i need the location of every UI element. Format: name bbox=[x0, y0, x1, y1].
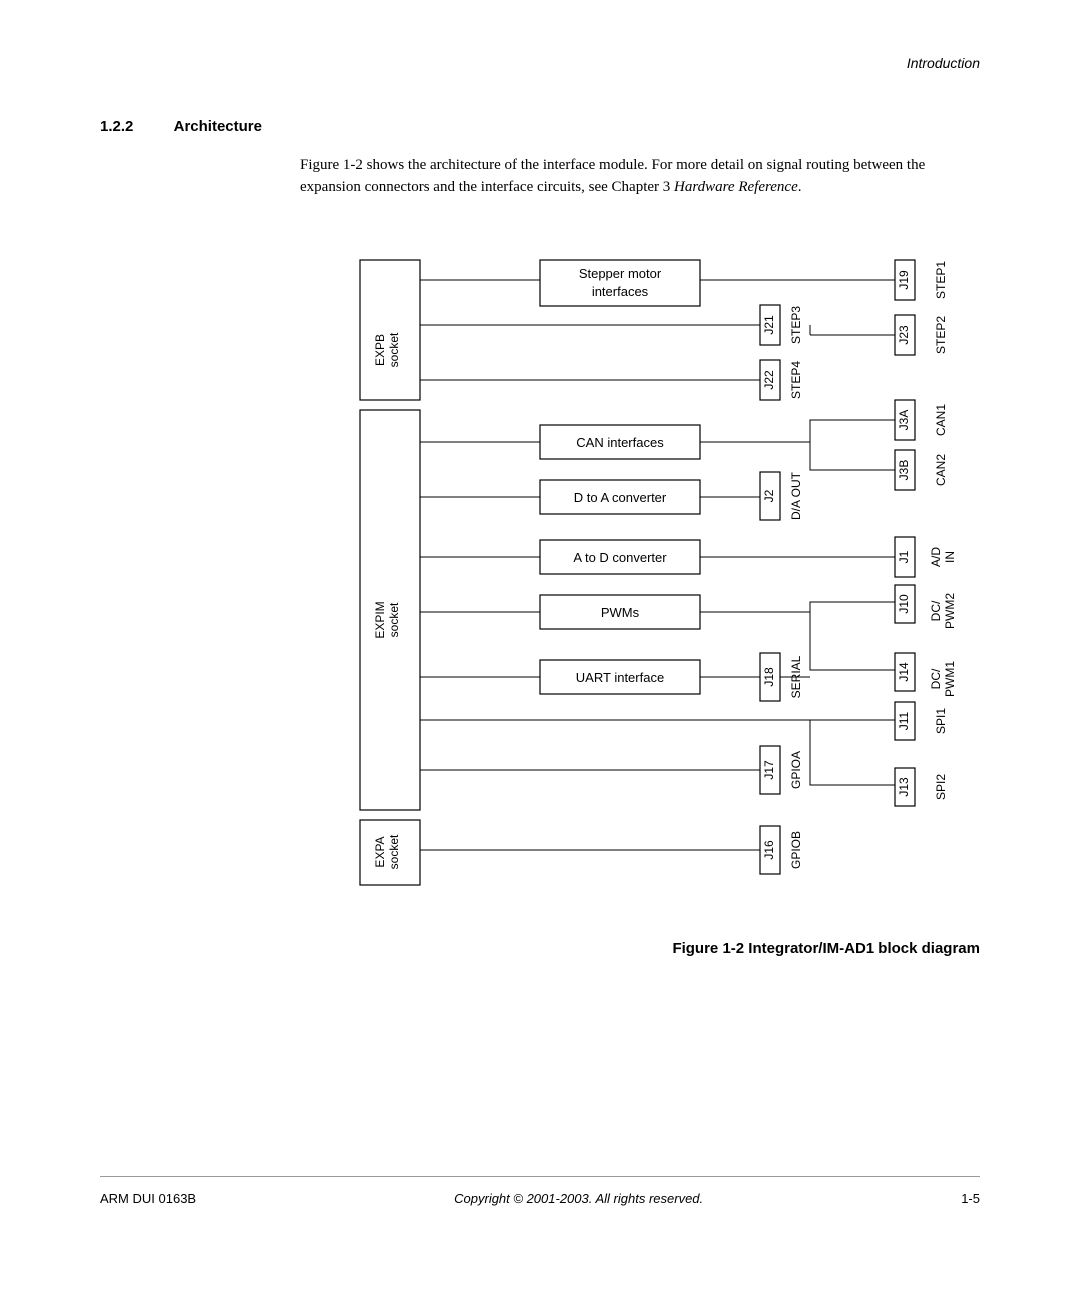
body-p1: Figure 1-2 shows the architecture of the… bbox=[300, 157, 925, 195]
svg-text:CAN1: CAN1 bbox=[934, 404, 948, 436]
body-p1-ital: Hardware Reference bbox=[674, 179, 798, 195]
svg-text:PWM2: PWM2 bbox=[943, 593, 957, 629]
svg-text:J2: J2 bbox=[762, 489, 776, 502]
svg-text:J17: J17 bbox=[762, 760, 776, 780]
svg-text:J10: J10 bbox=[897, 594, 911, 614]
svg-text:EXPA: EXPA bbox=[373, 836, 387, 867]
svg-text:PWMs: PWMs bbox=[601, 605, 640, 620]
svg-text:DC/: DC/ bbox=[929, 668, 943, 689]
svg-text:J13: J13 bbox=[897, 777, 911, 797]
svg-text:socket: socket bbox=[387, 332, 401, 367]
body-paragraph: Figure 1-2 shows the architecture of the… bbox=[300, 155, 980, 199]
section-heading: 1.2.2 Architecture bbox=[100, 118, 262, 135]
svg-text:CAN2: CAN2 bbox=[934, 454, 948, 486]
svg-text:J3A: J3A bbox=[897, 410, 911, 431]
svg-text:D to A converter: D to A converter bbox=[574, 490, 667, 505]
section-number: 1.2.2 bbox=[100, 118, 170, 135]
svg-text:J21: J21 bbox=[762, 315, 776, 335]
footer-center: Copyright © 2001-2003. All rights reserv… bbox=[454, 1191, 703, 1206]
svg-text:socket: socket bbox=[387, 834, 401, 869]
footer-right: 1-5 bbox=[961, 1191, 980, 1206]
svg-text:J19: J19 bbox=[897, 270, 911, 290]
svg-text:A/D: A/D bbox=[929, 547, 943, 567]
svg-text:J16: J16 bbox=[762, 840, 776, 860]
section-title: Architecture bbox=[174, 118, 262, 135]
svg-text:SPI2: SPI2 bbox=[934, 774, 948, 800]
svg-text:STEP3: STEP3 bbox=[789, 306, 803, 344]
svg-text:DC/: DC/ bbox=[929, 600, 943, 621]
svg-text:interfaces: interfaces bbox=[592, 284, 649, 299]
svg-text:J1: J1 bbox=[897, 550, 911, 563]
svg-text:STEP4: STEP4 bbox=[789, 361, 803, 399]
svg-text:J23: J23 bbox=[897, 325, 911, 345]
svg-text:UART interface: UART interface bbox=[576, 670, 664, 685]
figure-caption: Figure 1-2 Integrator/IM-AD1 block diagr… bbox=[672, 940, 980, 957]
svg-text:EXPIM: EXPIM bbox=[373, 601, 387, 638]
svg-text:SPI1: SPI1 bbox=[934, 708, 948, 734]
svg-text:STEP1: STEP1 bbox=[934, 261, 948, 299]
svg-text:GPIOA: GPIOA bbox=[789, 751, 803, 789]
footer-left: ARM DUI 0163B bbox=[100, 1191, 196, 1206]
svg-text:EXPB: EXPB bbox=[373, 334, 387, 366]
svg-text:CAN interfaces: CAN interfaces bbox=[576, 435, 664, 450]
svg-text:STEP2: STEP2 bbox=[934, 316, 948, 354]
svg-text:Stepper motor: Stepper motor bbox=[579, 266, 662, 281]
svg-text:J11: J11 bbox=[897, 711, 911, 730]
svg-text:PWM1: PWM1 bbox=[943, 661, 957, 697]
svg-text:socket: socket bbox=[387, 602, 401, 637]
svg-text:J3B: J3B bbox=[897, 460, 911, 481]
svg-text:J14: J14 bbox=[897, 662, 911, 682]
svg-text:GPIOB: GPIOB bbox=[789, 831, 803, 869]
body-p1-end: . bbox=[798, 179, 802, 195]
page-header: Introduction bbox=[907, 55, 980, 71]
svg-text:IN: IN bbox=[943, 551, 957, 563]
page-footer: ARM DUI 0163B Copyright © 2001-2003. All… bbox=[100, 1176, 980, 1206]
svg-text:J18: J18 bbox=[762, 667, 776, 687]
block-diagram: EXPB socket EXPIM socket EXPA socket Ste… bbox=[350, 250, 1020, 890]
svg-text:D/A OUT: D/A OUT bbox=[789, 471, 803, 520]
svg-text:J22: J22 bbox=[762, 370, 776, 390]
svg-text:A to D converter: A to D converter bbox=[573, 550, 667, 565]
